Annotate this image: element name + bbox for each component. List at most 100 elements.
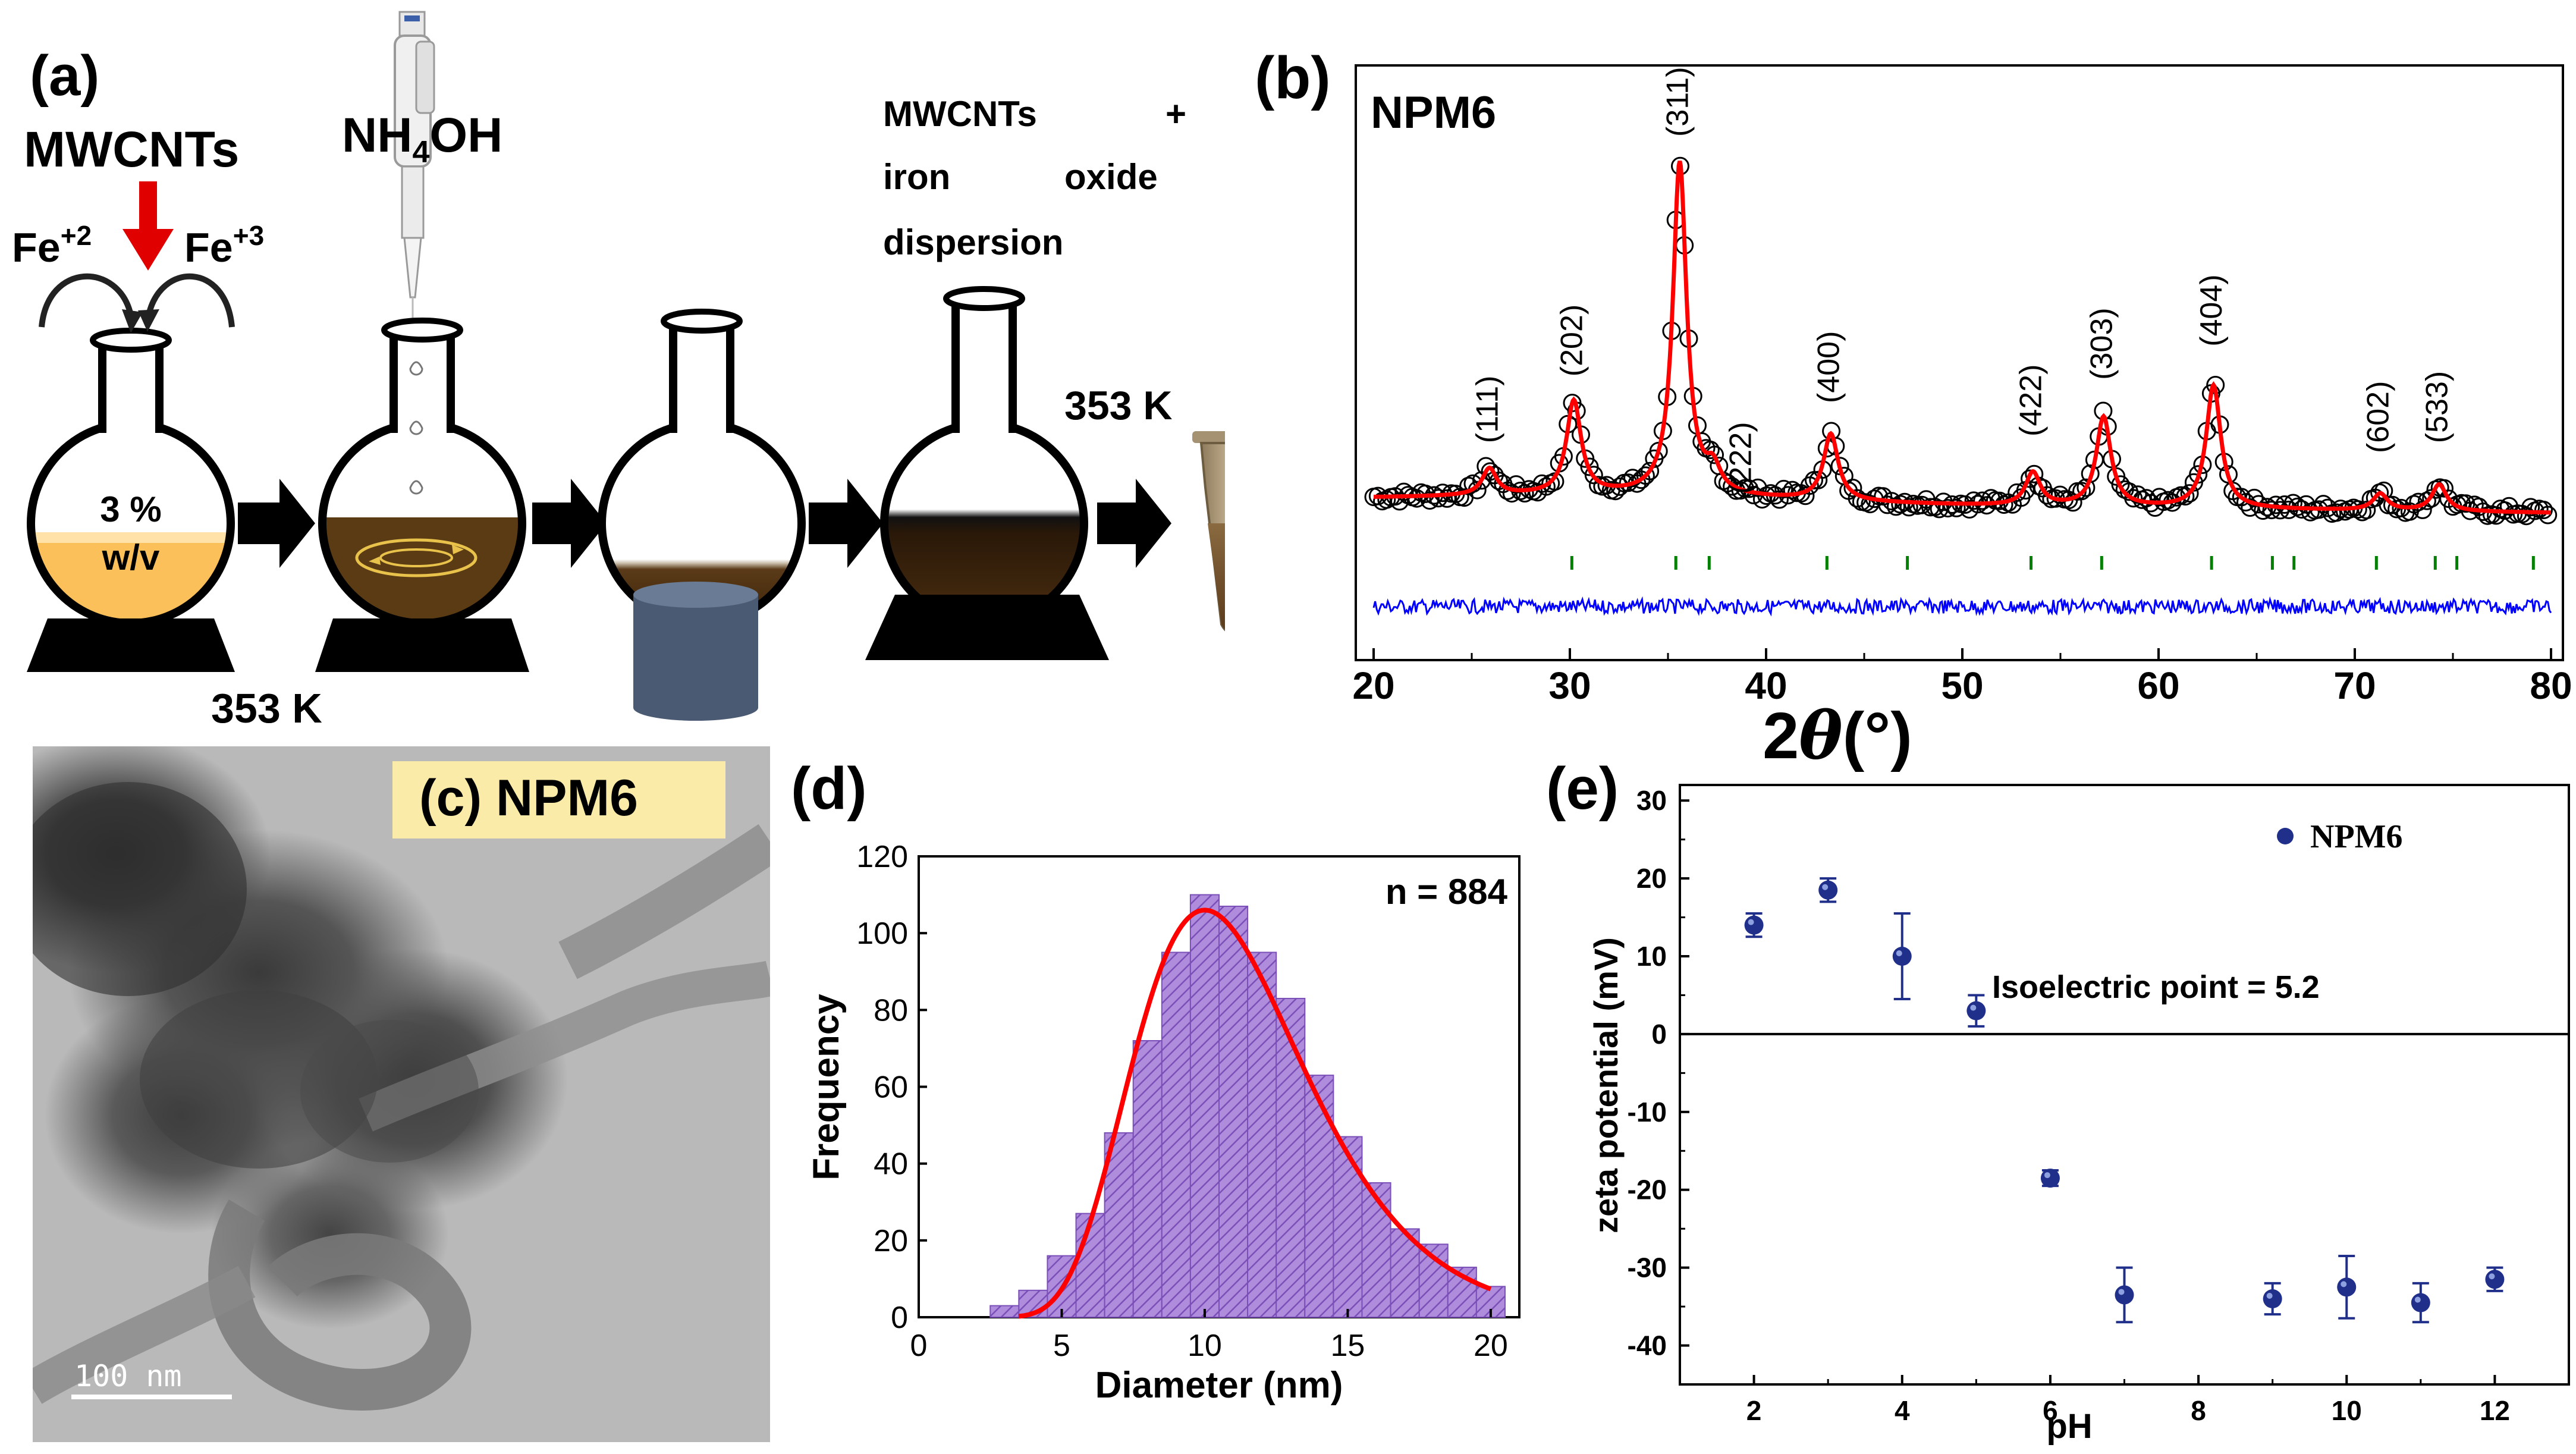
- zeta-point: [1744, 915, 1764, 935]
- panel-e-zeta: (e) 2 4 6 8 10 12 -40 -30 -20 -10 0 10 20 30 NPM6 Iso…: [1546, 755, 2576, 1451]
- zeta-point: [2263, 1289, 2282, 1308]
- zeta-legend-label: NPM6: [2310, 818, 2403, 855]
- histogram-bar: [1161, 951, 1191, 1318]
- xrd-x-axis-label: 2θ(°): [1763, 697, 1912, 773]
- xrd-x-tick-label: 70: [2333, 664, 2376, 707]
- pipette-icon: [394, 11, 435, 318]
- zeta-point: [2411, 1293, 2430, 1312]
- flask-2: [318, 318, 526, 627]
- histogram-y-tick-label: 120: [856, 840, 908, 874]
- xrd-observed-point: [1899, 498, 1918, 517]
- xrd-observed-point: [2076, 478, 2096, 497]
- histogram-y-tick-label: 40: [874, 1147, 908, 1182]
- xrd-observed-point: [1783, 481, 1802, 500]
- xrd-observed-point: [1770, 490, 1789, 509]
- panel-c-tem-image: (c) NPM6 100 nm: [33, 746, 770, 1442]
- xrd-observed-point: [2357, 501, 2376, 520]
- dispersion-line3: dispersion: [883, 222, 1063, 262]
- zeta-x-tick-label: 10: [2332, 1395, 2362, 1426]
- concentration-line1: 3 %: [100, 489, 161, 529]
- zeta-y-label: zeta potential (mV): [1587, 937, 1625, 1233]
- zeta-y-tick-label: -30: [1628, 1252, 1667, 1283]
- xrd-observed-point: [1502, 484, 1521, 503]
- xrd-observed-point: [2275, 495, 2294, 514]
- panel-c-label: (c) NPM6: [419, 770, 638, 827]
- hot-plate-4: [865, 595, 1109, 660]
- xrd-observed-point: [1843, 479, 1862, 497]
- xrd-observed-point: [1964, 491, 1983, 510]
- xrd-observed-point: [2124, 489, 2143, 508]
- histogram-x-tick-label: 10: [1188, 1329, 1222, 1363]
- temp-bottom-label: 353 K: [211, 685, 322, 731]
- zeta-point: [1892, 947, 1912, 966]
- zeta-y-tick-label: -20: [1628, 1174, 1667, 1205]
- dispersion-line1: MWCNTs: [883, 94, 1037, 134]
- xrd-observed-point: [1641, 461, 1660, 481]
- histogram-bar: [989, 1305, 1020, 1318]
- histogram-n-annotation: n = 884: [1386, 872, 1508, 912]
- hkl-label: (422): [2014, 365, 2049, 436]
- process-arrow-1: [238, 479, 315, 568]
- zeta-y-tick-label: -40: [1628, 1330, 1667, 1361]
- zeta-point: [2115, 1285, 2134, 1305]
- xrd-observed-point: [1515, 484, 1534, 503]
- xrd-observed-point: [2327, 503, 2346, 522]
- histogram-fit-curve: [1018, 907, 1492, 1319]
- xrd-x-tick-label: 50: [1941, 664, 1983, 707]
- panel-a-schematic: 3 % w/v (a) MWCNTs Fe+2 Fe+3 353 K NH4OH: [0, 0, 1274, 731]
- histogram-y-tick-label: 0: [891, 1301, 908, 1335]
- hkl-label: (111): [1470, 376, 1504, 444]
- zeta-point-highlight: [2489, 1273, 2495, 1280]
- magnet-stand: [633, 582, 758, 721]
- zeta-point: [2485, 1270, 2505, 1289]
- histogram-x-tick-label: 0: [910, 1329, 928, 1363]
- xrd-observed-point: [2534, 501, 2553, 519]
- zeta-x-tick-label: 8: [2191, 1395, 2206, 1426]
- zeta-point-highlight: [2044, 1172, 2050, 1179]
- histogram-x-tick-label: 15: [1331, 1329, 1365, 1363]
- zeta-y-tick-label: 0: [1651, 1019, 1667, 1050]
- zeta-point-highlight: [1896, 950, 1902, 956]
- xrd-observed-point: [2180, 484, 2199, 503]
- xrd-sample-label: NPM6: [1371, 87, 1496, 138]
- xrd-observed-point: [1377, 490, 1396, 509]
- hkl-label: (602): [2361, 381, 2396, 453]
- xrd-observed-point: [2374, 481, 2393, 500]
- panel-d-histogram: (d) 0 5 10 15 20 0 20 40 60 80 100 120 n = 884 Diam…: [791, 755, 1528, 1451]
- zeta-x-tick-label: 4: [1895, 1395, 1910, 1426]
- xrd-observed-point: [1939, 499, 1958, 518]
- panel-e-label: (e): [1546, 761, 1619, 822]
- histogram-bar: [1361, 1182, 1391, 1318]
- curved-arrow-right: [146, 274, 235, 328]
- hkl-label: (303): [2084, 307, 2119, 379]
- histogram-bar: [1333, 1136, 1363, 1318]
- hkl-label: (404): [2194, 274, 2229, 346]
- xrd-frame: [1355, 64, 2564, 661]
- isoelectric-annotation: Isoelectric point = 5.2: [1992, 969, 2320, 1005]
- hot-plate-2: [315, 618, 529, 672]
- xrd-fit-line: [1374, 161, 2551, 515]
- hkl-label: (533): [2420, 371, 2455, 443]
- xrd-x-tick-label: 20: [1352, 664, 1394, 707]
- xrd-x-tick-label: 30: [1548, 664, 1591, 707]
- zeta-x-tick-label: 6: [2043, 1395, 2058, 1426]
- zeta-chart: (e) 2 4 6 8 10 12 -40 -30 -20 -10 0 10 20 30 NPM6 Iso…: [1546, 755, 2570, 1446]
- histogram-y-tick-label: 20: [874, 1224, 908, 1258]
- histogram-y-tick-label: 100: [856, 916, 908, 951]
- process-arrow-3: [809, 479, 883, 568]
- fe3-label: Fe+3: [184, 220, 264, 271]
- zeta-y-tick-label: 30: [1636, 785, 1667, 816]
- zeta-legend-marker: [2277, 828, 2294, 844]
- mwcnts-label: MWCNTs: [24, 121, 239, 177]
- process-arrow-4: [1097, 479, 1171, 568]
- zeta-point: [2040, 1169, 2060, 1188]
- zeta-point-highlight: [2266, 1293, 2273, 1299]
- histogram-chart: (d) 0 5 10 15 20 0 20 40 60 80 100 120 n = 884 Diam…: [791, 755, 1521, 1406]
- zeta-point: [1818, 880, 1838, 900]
- hkl-label: (311): [1661, 67, 1695, 137]
- hkl-label: (400): [1812, 331, 1846, 403]
- xrd-observed-point: [1429, 489, 1448, 508]
- zeta-y-tick-label: 20: [1636, 863, 1667, 894]
- fe2-label: Fe+2: [12, 220, 92, 271]
- histogram-bar: [1132, 1040, 1163, 1318]
